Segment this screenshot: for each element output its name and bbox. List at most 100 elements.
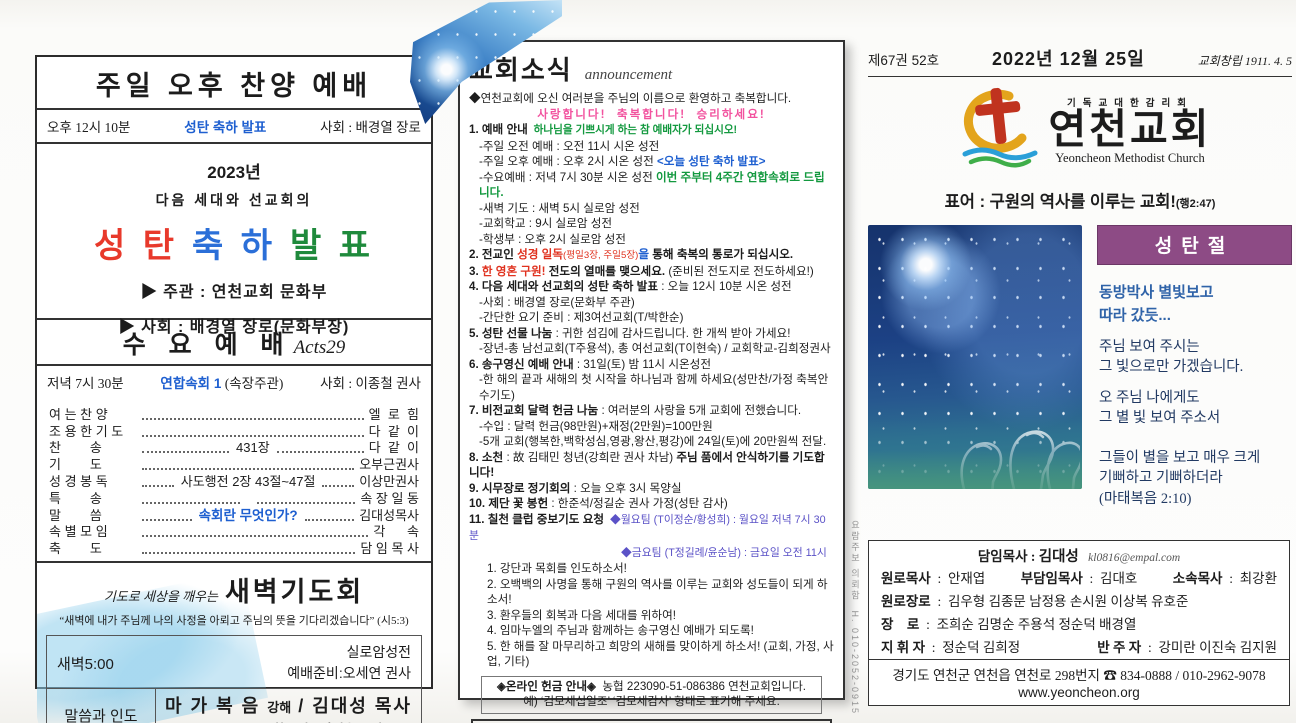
church-logo-text: 기독교대한감리회 연천교회 Yeoncheon Methodist Church (1049, 95, 1212, 167)
announcement-line: 4. 다음 세대와 선교회의 성탄 축하 발표 : 오늘 12시 10분 시온 … (469, 279, 834, 295)
announcement-line-segment: -5개 교회(행복한,백학성심,영광,왕산,평강)에 24일(토)에 20만원씩… (479, 435, 827, 448)
announcement-line-segment: 8. 소천 (469, 450, 504, 464)
wed-mc: 사회 : 이종철 권사 (320, 376, 421, 391)
announcement-line-segment: -주일 오전 예배 : 오전 11시 시온 성전 (479, 139, 660, 153)
event-mc: ▶ 사회 : 배경열 장로(문화부장) (118, 319, 350, 336)
announcement-line-segment: <오늘 성탄 축하 발표> (656, 155, 766, 168)
announcement-line: 6. 송구영신 예배 안내 : 31일(토) 밤 11시 시온성전 (469, 357, 834, 373)
staff-pair: 반 주 자 : 강미란 이진숙 김지원 (1097, 640, 1277, 655)
announcement-line-segment: 2. 전교인 (469, 248, 518, 261)
announcement-line-segment: 주님 품에서 안식하기를 기도합니다! (469, 450, 825, 480)
announcement-line-segment: -학생부 : 오후 2시 실로암 성전 (479, 232, 626, 246)
announcement-line-segment: ◆월요팀 (T이정순/황성희) : 월요일 저녁 7시 30분 (469, 513, 826, 543)
announcement-line-segment: : 오늘 오후 3시 목양실 (570, 481, 682, 495)
program-row: 성 경 봉 독 사도행전 2장 43절~47절 이상만권사 (49, 473, 419, 490)
announcement-line: -새벽 기도 : 새벽 5시 실로암 성전 (469, 201, 834, 217)
leader-dots (276, 451, 364, 454)
announcement-line: -수요예배 : 저녁 7시 30분 시온 성전 이번 주부터 4주간 연합속회로… (469, 170, 834, 201)
dawn-row-message: 말씀과 인도 마 가 복 음 강해 / 김대성 목사 화요일 / 김대호 목사 (47, 688, 421, 723)
dawn-time: 새벽5:00 (57, 655, 114, 673)
announcement-line-segment: 4. 다음 세대와 선교회의 성탄 축하 발표 (469, 280, 658, 293)
online-offering-line-segment: ◈온라인 헌금 안내◈ (496, 679, 596, 693)
announcement-line-segment: -간단한 요기 준비 : 제3여선교회(T/박한순) (479, 311, 684, 324)
staff-row: 지 휘 자 : 정순덕 김희정 반 주 자 : 강미란 이진숙 김지원 (869, 636, 1289, 659)
staff-pair: 지 휘 자 : 정순덕 김희정 (881, 640, 1021, 655)
announcement-line-segment: : 오늘 12시 10분 시온 성전 (658, 280, 792, 293)
dawn-message: 마 가 복 음 강해 / 김대성 목사 화요일 / 김대호 목사 (156, 689, 421, 723)
announcement-line-segment: 6. 송구영신 예배 안내 (469, 357, 574, 371)
motto-ref: (행2:47) (1175, 198, 1216, 210)
poem-line: 동방박사 별빛보고 (1099, 284, 1214, 301)
staff-rows: 원로목사 : 안재엽 부담임목사 : 김대호 소속목사 : 최강환 원로장로 : 김우… (869, 567, 1289, 659)
church-motto: 표어 : 구원의 역사를 이루는 교회!(행2:47) (868, 188, 1292, 212)
announcement-line: 9. 시무장로 정기회의 : 오늘 오후 3시 목양실 (469, 481, 834, 497)
announcement-line: 2. 오백백의 사명을 통해 구원의 역사를 이루는 교회와 성도들이 되게 하… (469, 577, 834, 608)
christmas-event-block: 2023년 다음 세대와 선교회의 성 탄 축 하 발 표 ▶ 주관 : 연천교회 … (37, 158, 431, 336)
announcement-line: 1. 예배 안내 하나님을 기쁘시게 하는 참 예배자가 되십시오! (469, 122, 834, 139)
poem-line: 기뻐하고 기뻐하더라 (1099, 470, 1223, 487)
program-item-person: 다 같 이 (368, 440, 420, 456)
founded-date: 교회창립 1911. 4. 5 (1197, 54, 1292, 68)
announcement-line-segment: : 故 김태민 청년(강희란 권사 차남) (503, 450, 677, 464)
announcement-line-segment: -수입 : 달력 헌금(98만원)+재정(2만원)=100만원 (479, 419, 713, 433)
announcement-line-segment: 을 (638, 248, 650, 261)
program-item-label: 특 송 (49, 490, 102, 506)
announcement-line: -간단한 요기 준비 : 제3여선교회(T/박한순) (469, 310, 834, 326)
service-subtitle: 성탄 축하 발표 (184, 120, 267, 135)
announcement-line: 2. 전교인 성경 일독(평일3장, 주일5장)을 통해 축복의 통로가 되십시… (469, 247, 834, 264)
wed-subtitle-main: 연합속회 1 (160, 376, 222, 391)
dawn-prayer-header: 기도로 세상을 깨우는 새벽기도회 (37, 563, 431, 609)
announcement-line-segment: -주일 오후 예배 : 오후 2시 시온 성전 (479, 155, 657, 168)
leader-dots (142, 451, 230, 454)
leader-dots (142, 518, 192, 521)
announcements-title-en: announcement (584, 67, 673, 83)
program-item-person: 김대성목사 (359, 507, 419, 523)
program-row: 특 송 속 장 일 동 (49, 490, 419, 507)
program-item-label: 말 씀 (49, 507, 102, 523)
event-title-word: 축 하 (191, 227, 276, 265)
event-host: ▶ 주관 : 연천교회 문화부 (140, 284, 328, 301)
poem-stanza: 오 주님 나에게도 그 별 빛 보여 주소서 (1099, 388, 1292, 429)
dawn-row-time: 새벽5:00 실로암성전 예배준비:오세연 권사 (47, 636, 421, 688)
announcement-line-segment: 3. (469, 264, 482, 278)
announcement-line-segment: -한 해의 끝과 새해의 첫 시작을 하나님과 함께 하세요(성만찬/가정 축복… (479, 373, 829, 402)
program-item-label: 조 용 한 기 도 (49, 423, 124, 439)
church-website: www.yeoncheon.org (1018, 685, 1140, 700)
dawn-place-name: 실로암성전 (346, 644, 411, 661)
announcement-line-segment: 1. 강단과 목회를 인도하소서! (487, 562, 627, 575)
dawn-prep: 예배준비:오세연 권사 (287, 665, 411, 682)
staff-pair: 부담임목사 : 김대호 (1020, 571, 1138, 586)
announcement-line-segment: 5. 성탄 선물 나눔 (469, 326, 553, 340)
dawn-prayer-section: 기도로 세상을 깨우는 새벽기도회 “새벽에 내가 주님께 나의 사정을 아뢰고 … (37, 561, 431, 723)
announcement-line-segment: (준비된 전도지로 전도하세요!) (665, 264, 814, 278)
staff-row: 원로목사 : 안재엽 부담임목사 : 김대호 소속목사 : 최강환 (869, 567, 1289, 590)
wed-subtitle-note: (속장주관) (221, 376, 284, 391)
staff-role-label: 부담임목사 (1020, 571, 1083, 586)
poem-line: 주님 보여 주시는 (1099, 339, 1200, 355)
cover-panel: 제67권 52호 2022년 12월 25일 교회창립 1911. 4. 5 기… (868, 45, 1292, 717)
announcement-line-segment: 사랑합니다! 축복합니다! 승리하세요! (537, 107, 766, 121)
announcement-line-segment: : 귀한 섬김에 감사드립니다. 한 개씩 받아 가세요! (552, 326, 791, 340)
leader-dots (322, 484, 355, 487)
staff-role-label: 소속목사 (1172, 571, 1223, 586)
wednesday-service-title: 수 요 예 배 (122, 331, 292, 359)
announcement-line-segment: -교회학교 : 9시 실로암 성전 (479, 217, 613, 230)
denomination-label: 기독교대한감리회 (1067, 97, 1193, 109)
poem-stanza: 그들이 별을 보고 매우 크게 기뻐하고 기뻐하더라 (마태복음 2:10) (1099, 448, 1292, 509)
leader-dots (257, 501, 356, 504)
announcement-line-segment: : 여러분의 사랑을 5개 교회에 전했습니다. (598, 404, 802, 417)
announcement-line-segment: ◆금요팀 (T정길례/윤순남) : 금요일 오전 11시 (621, 546, 827, 559)
program-item-person: 이상만권사 (359, 473, 419, 489)
announcement-line: -학생부 : 오후 2시 실로암 성전 (469, 232, 834, 248)
announcement-line-segment: (평일3장, 주일5장) (563, 250, 639, 261)
new-members-table: 새로 등록하신 분NO이름주소/연락처인도자소속2022-15최명선연 천 / … (470, 718, 833, 723)
announcement-line-segment: 5. 한 해를 잘 마무리하고 희망의 새해를 맞이하게 하소서! (교회, 가… (487, 639, 834, 669)
senior-pastor-email: kl0816@empal.com (1088, 552, 1181, 564)
dawn-pastor: / 김대성 목사 (291, 696, 412, 717)
poem-stanza: 동방박사 별빛보고 따라 갔듯... (1099, 282, 1292, 327)
staff-pair: 소속목사 : 최강환 (1172, 571, 1277, 586)
program-item-label: 기 도 (49, 457, 102, 473)
